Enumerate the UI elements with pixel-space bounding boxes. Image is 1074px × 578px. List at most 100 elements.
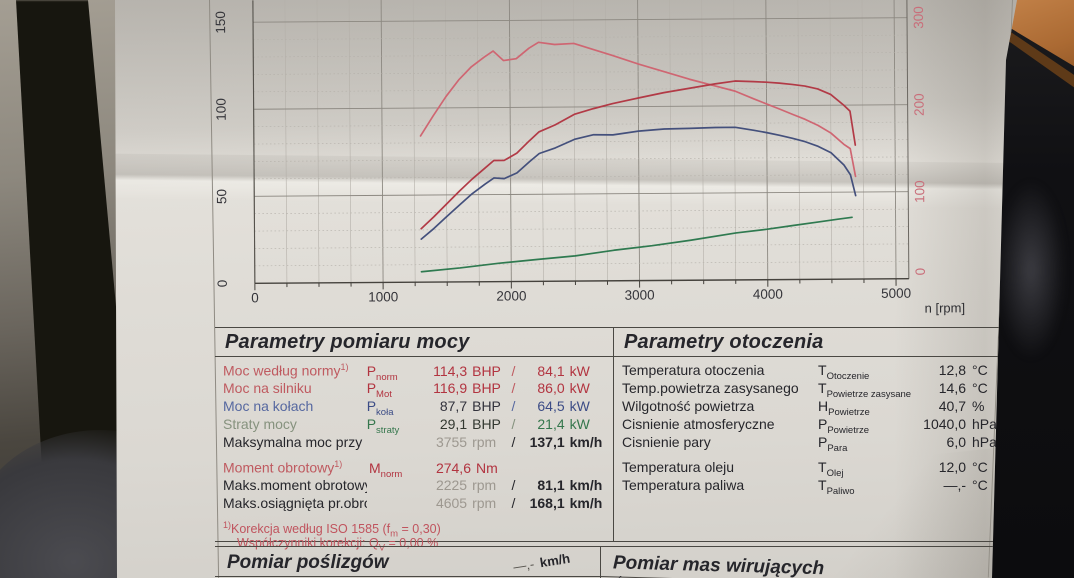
x-axis-label: n [rpm]: [925, 300, 966, 315]
row-unit: °C: [972, 362, 988, 378]
row-label: Maks.osiągnięta pr.obrotowa: [223, 495, 367, 511]
table-row: Maksymalna moc przy 3755 rpm / 137,1 km/…: [223, 434, 609, 452]
background-blur: [996, 180, 1066, 360]
footnote-correction: 1)Korekcja według ISO 1585 (fm = 0,30): [223, 520, 441, 540]
row-label: Temperatura otoczenia: [622, 362, 765, 378]
value-bhp: 114,3: [433, 362, 468, 379]
bottom-sections: Pomiar poślizgów —,- km/h Pomiar mas wiru…: [215, 546, 1005, 578]
row-label: Maksymalna moc przy: [223, 434, 363, 450]
env-table-title: Parametry otoczenia: [614, 328, 1016, 357]
unit-bhp: BHP: [472, 362, 501, 379]
chart-grid: [252, 0, 909, 284]
slash: /: [511, 398, 516, 414]
unit-bhp: BHP: [472, 398, 501, 414]
unit-kw: kW: [569, 416, 590, 432]
row-symbol: TPaliwo: [818, 477, 855, 497]
table-row: Straty mocy Pstraty 29,1 BHP / 21,4 kW: [223, 416, 609, 436]
table-row: Moc na kołach Pkoła 87,7 BHP / 64,5 kW: [223, 398, 609, 418]
row-label: Moment obrotowy1): [223, 459, 343, 476]
curve-moment-obrotowy-Mnorm: [419, 41, 857, 178]
row-value: 12,8: [938, 362, 966, 378]
right-axis-tick-label: 100: [912, 180, 927, 203]
unit-rpm: rpm: [472, 434, 497, 450]
rotating-mass-title: Pomiar mas wirujących: [600, 550, 1005, 578]
value-kw: 64,5: [537, 398, 565, 414]
dyno-chart-area: 0 1000 2000 3000 4000 5000 n [rpm] 0 50 100 150 0 10…: [191, 0, 973, 323]
x-tick-label: 1000: [368, 289, 398, 304]
table-row: Temperatura otoczenia TOtoczenie 12,8 °C: [622, 362, 1012, 382]
row-symbol: TPowietrze zasysane: [818, 380, 912, 400]
row-value: 12,0: [938, 459, 966, 475]
row-value: 1040,0: [923, 416, 966, 432]
left-axis-tick-label: 50: [214, 189, 229, 204]
table-row: Cisnienie atmosferyczne PPowietrze 1040,…: [622, 416, 1012, 436]
row-label: Maks.moment obrotowy przy: [223, 477, 367, 493]
row-value: 40,7: [938, 398, 966, 414]
row-unit: °C: [972, 459, 988, 475]
parameter-tables: Parametry pomiaru mocy Moc według normy1…: [215, 327, 1016, 554]
unit-rpm: rpm: [472, 477, 497, 493]
row-label: Moc na kołach: [223, 398, 314, 414]
table-row: Maks.osiągnięta pr.obrotowa 4605 rpm / 1…: [223, 495, 609, 513]
value-kw: 84,1: [537, 362, 565, 379]
table-row: Wilgotność powietrza HPowietrze 40,7 %: [622, 398, 1012, 418]
table-row: Moc na silniku PMot 116,9 BHP / 86,0 kW: [223, 380, 609, 400]
left-axis-tick-label: 100: [214, 98, 229, 121]
row-label: Straty mocy: [223, 416, 297, 432]
x-tick-label: 3000: [625, 287, 655, 302]
row-label: Temperatura oleju: [622, 459, 735, 475]
x-tick-label: 0: [251, 290, 259, 305]
row-unit: °C: [972, 477, 988, 493]
unit-rpm: rpm: [472, 495, 497, 511]
value-rpm: 2225: [435, 477, 468, 493]
row-symbol: PPowietrze: [818, 416, 870, 436]
row-symbol: TOlej: [818, 459, 844, 479]
row-symbol: Pkoła: [366, 398, 394, 418]
x-tick-label: 4000: [753, 287, 783, 302]
row-unit: hPa: [972, 434, 997, 450]
slash: /: [511, 362, 516, 379]
value-kw: 21,4: [537, 416, 565, 432]
row-unit: °C: [972, 380, 988, 396]
dyno-chart: 0 1000 2000 3000 4000 5000 n [rpm] 0 50 100 150 0 10…: [213, 0, 966, 316]
left-axis-tick-label: 150: [213, 11, 228, 34]
row-label: Temp.powietrza zasysanego: [622, 380, 799, 396]
row-value: —,-: [943, 477, 966, 493]
curve-moc-na-kolach-Pkola: [420, 126, 857, 240]
power-parameters-table: Parametry pomiaru mocy Moc według normy1…: [215, 328, 614, 554]
row-value: 14,6: [938, 380, 966, 396]
value-rpm: 3755: [435, 434, 468, 450]
right-axis-tick-label: 300: [911, 6, 926, 29]
value-kw: 86,0: [537, 380, 565, 396]
row-symbol: TOtoczenie: [818, 362, 870, 382]
row-symbol: Pnorm: [366, 362, 398, 383]
slash: /: [511, 416, 516, 432]
row-symbol: Pstraty: [366, 416, 400, 436]
row-label: Cisnienie pary: [622, 434, 711, 450]
slash: /: [511, 477, 516, 493]
table-row: Temperatura paliwa TPaliwo —,- °C: [622, 477, 1012, 497]
row-label: Wilgotność powietrza: [622, 398, 755, 414]
paper-shading-top: [115, 0, 1017, 165]
row-symbol: Mnorm: [369, 459, 403, 480]
value-bhp: 29,1: [439, 416, 468, 432]
unit-kw: kW: [569, 362, 590, 379]
curve-moc-Pnorm: [420, 80, 857, 230]
value-nm: 274,6: [435, 459, 471, 476]
slip-measurement-section: Pomiar poślizgów —,- km/h: [215, 547, 601, 578]
table-row: Moment obrotowy1) Mnorm 274,6 Nm: [223, 459, 609, 480]
unit-bhp: BHP: [472, 416, 501, 432]
value-bhp: 116,9: [433, 380, 468, 396]
slip-section-title: Pomiar poślizgów: [215, 550, 600, 577]
slash: /: [511, 434, 516, 450]
right-axis-tick-label: 0: [913, 268, 928, 276]
row-unit: %: [972, 398, 985, 414]
row-symbol: HPowietrze: [818, 398, 870, 418]
row-label: Moc według normy1): [223, 362, 349, 379]
row-symbol: PPara: [818, 434, 848, 454]
unit-kw: kW: [569, 380, 590, 396]
slash: /: [511, 380, 516, 396]
slash: /: [511, 495, 516, 511]
